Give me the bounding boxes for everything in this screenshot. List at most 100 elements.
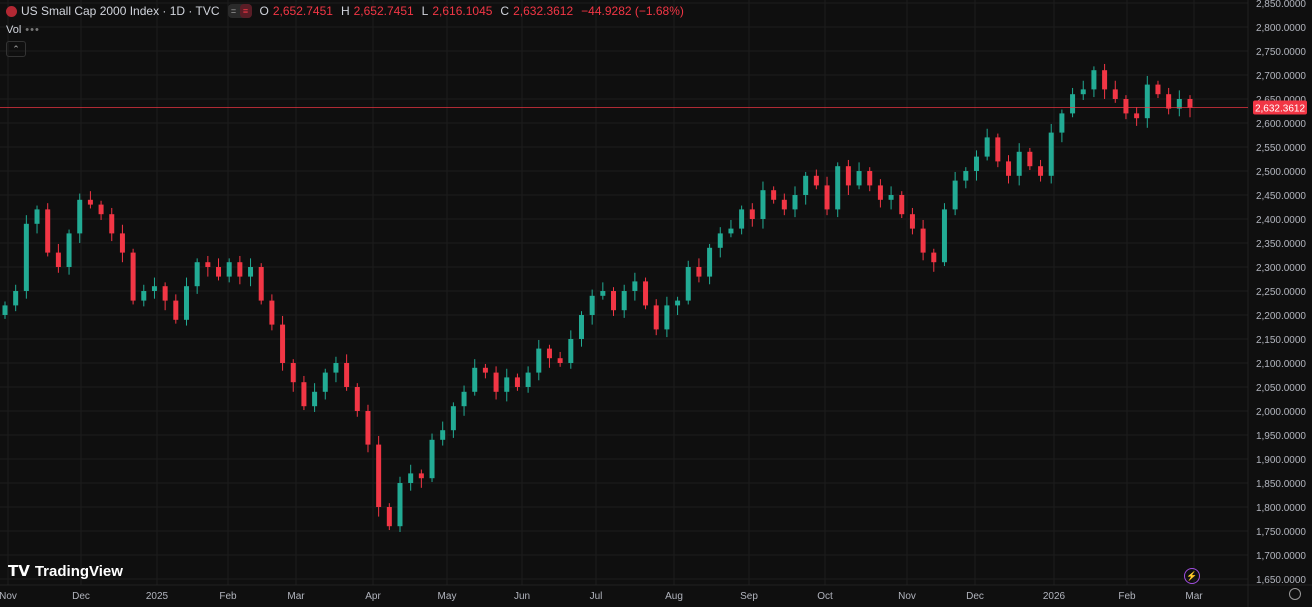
candle (1059, 109, 1065, 143)
candle-body (1059, 113, 1065, 133)
x-tick-label: Feb (1118, 591, 1136, 602)
candle-body (461, 391, 467, 407)
last-price-label: 2,632.3612 (1255, 103, 1305, 114)
y-tick-label: 2,800.0000 (1256, 23, 1306, 34)
x-tick-label: Feb (219, 591, 237, 602)
candle-body (173, 300, 179, 320)
candle-body (995, 137, 1001, 162)
y-tick-label: 2,150.0000 (1256, 335, 1306, 346)
candle (536, 339, 542, 381)
x-tick-label: Jul (590, 591, 603, 602)
candle (418, 469, 424, 488)
tradingview-logo[interactable]: 𝗧𝗩 TradingView (8, 562, 123, 581)
x-tick-label: Sep (740, 591, 758, 602)
candle (696, 258, 702, 283)
lightning-icon[interactable]: ⚡ (1184, 568, 1200, 584)
candle-body (365, 411, 371, 445)
candle (1070, 87, 1076, 118)
candle (109, 207, 115, 242)
low-value: 2,616.1045 (432, 4, 493, 18)
y-tick-label: 1,800.0000 (1256, 503, 1306, 514)
candle (2, 301, 8, 319)
candle-body (643, 281, 649, 306)
equal-icon[interactable]: = (230, 6, 237, 16)
chart-legend: US Small Cap 2000 Index · 1D · TVC = ≡ O 2… (6, 4, 688, 18)
candle-body (899, 195, 905, 215)
candle (312, 383, 318, 412)
candle-body (109, 214, 115, 234)
candle (525, 366, 531, 393)
candle (600, 282, 606, 300)
more-icon[interactable]: ••• (25, 24, 40, 36)
candle-body (578, 315, 584, 339)
volume-label: Vol (6, 24, 22, 36)
candle (1102, 63, 1108, 99)
x-tick-label: Nov (898, 591, 916, 602)
candle-body (440, 430, 446, 440)
candle (877, 179, 883, 208)
last-price-badge (1253, 100, 1307, 115)
candle (13, 284, 19, 312)
candle (675, 296, 681, 315)
open-label: O (259, 4, 269, 18)
volume-legend[interactable]: Vol ••• (6, 24, 40, 36)
candle-body (1080, 89, 1086, 95)
y-tick-label: 1,700.0000 (1256, 551, 1306, 562)
candle (258, 263, 264, 305)
menu-icon[interactable]: ≡ (239, 4, 252, 18)
x-tick-label: Nov (0, 591, 17, 602)
candle-body (675, 300, 681, 306)
settings-icon[interactable] (1289, 588, 1301, 600)
candle (66, 229, 72, 275)
candle (546, 344, 552, 368)
buy-sell-toggle[interactable]: = ≡ (227, 4, 252, 18)
candle (1038, 159, 1044, 182)
candle-body (55, 252, 61, 267)
candle (973, 150, 979, 181)
candle (45, 203, 51, 257)
candle (162, 282, 168, 311)
candle (151, 277, 157, 299)
candle (472, 359, 478, 396)
candle-body (1176, 99, 1182, 109)
candle-body (813, 175, 819, 186)
candle (824, 176, 830, 216)
candle-body (280, 324, 286, 363)
symbol-title[interactable]: US Small Cap 2000 Index · 1D · TVC (21, 4, 220, 18)
candle (578, 311, 584, 347)
candle-body (611, 291, 617, 311)
y-tick-label: 2,100.0000 (1256, 359, 1306, 370)
candle-body (963, 171, 969, 181)
candle-body (941, 209, 947, 263)
candle-body (1016, 151, 1022, 176)
candle (1155, 80, 1161, 99)
candle-body (354, 387, 360, 411)
candle-body (1091, 70, 1097, 90)
candle (216, 258, 222, 281)
candle-body (514, 377, 520, 387)
candle (23, 215, 29, 299)
candle-body (151, 286, 157, 291)
chevron-up-icon[interactable]: ⌃ (6, 41, 26, 57)
candle-body (429, 439, 435, 479)
candle-body (13, 291, 19, 306)
y-tick-label: 2,850.0000 (1256, 0, 1306, 10)
candle-body (194, 262, 200, 287)
x-tick-label: Dec (966, 591, 984, 602)
candle (589, 289, 595, 325)
x-tick-label: Mar (1185, 591, 1203, 602)
candle-body (739, 209, 745, 229)
candle-body (34, 209, 40, 224)
candle-body (397, 483, 403, 527)
y-tick-label: 2,600.0000 (1256, 119, 1306, 130)
candle (931, 248, 937, 272)
candle-body (493, 372, 499, 392)
candle (205, 255, 211, 277)
y-tick-label: 2,200.0000 (1256, 311, 1306, 322)
candle (1091, 66, 1097, 98)
candle (685, 260, 691, 305)
candle-body (472, 367, 478, 392)
x-tick-label: Aug (665, 591, 683, 602)
candle-body (728, 228, 734, 234)
